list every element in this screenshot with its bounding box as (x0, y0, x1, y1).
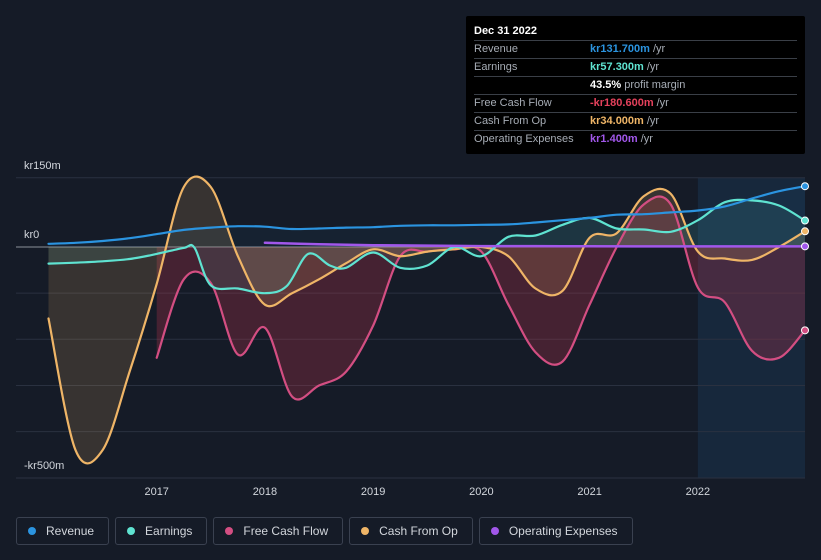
operating-expenses-end-marker (801, 242, 809, 251)
x-tick-label: 2021 (577, 486, 601, 498)
tooltip-row-label: Free Cash Flow (474, 97, 552, 109)
x-tick-label: 2017 (144, 486, 168, 498)
cash-from-op-area (48, 176, 805, 464)
free-cash-flow-line (155, 195, 807, 401)
y-tick-label: kr150m (24, 160, 61, 172)
tooltip-row: Free Cash Flow -kr180.600m/yr (474, 94, 797, 112)
tooltip-row-label (474, 77, 590, 94)
tooltip-row-value: kr1.400m (590, 133, 638, 145)
legend-item-operating-expenses[interactable]: Operating Expenses (478, 517, 633, 545)
series-lines (47, 175, 807, 465)
legend-dot-icon (361, 527, 370, 535)
tooltip-row-unit: /yr (656, 97, 669, 109)
tooltip-row: Earnings kr57.300m/yr (474, 58, 797, 76)
tooltip-row-value: 43.5% (590, 79, 622, 91)
cash-from-op-end-marker (801, 227, 809, 236)
legend-label: Earnings (145, 524, 193, 538)
operating-expenses-line (263, 241, 807, 248)
tooltip-rows: Revenue kr131.700m/yr Earnings kr57.300m/yr… (474, 40, 797, 148)
tooltip-row: Operating Expenses kr1.400m/yr (474, 130, 797, 148)
legend-label: Cash From Op (379, 524, 458, 538)
legend-dot-icon (28, 527, 36, 535)
legend-item-revenue[interactable]: Revenue (16, 517, 110, 545)
series-areas (48, 176, 805, 464)
legend-label: Revenue (46, 524, 95, 538)
tooltip-row-label: Revenue (474, 43, 519, 55)
free-cash-flow-end-marker (801, 326, 809, 335)
tooltip-row-value: kr34.000m (590, 115, 644, 127)
free-cash-flow-area (156, 196, 805, 400)
x-tick-label: 2022 (686, 486, 710, 498)
legend-item-earnings[interactable]: Earnings (115, 517, 208, 545)
tooltip-row-unit: /yr (646, 115, 660, 127)
earnings-line (47, 198, 807, 295)
tooltip-row-value: kr131.700m (590, 43, 650, 55)
chart-legend: Revenue Earnings Free Cash Flow Cash From O… (16, 517, 633, 545)
revenue-end-marker (801, 182, 809, 191)
tooltip-row-value: kr57.300m (590, 61, 644, 73)
revenue-line (47, 185, 807, 245)
tooltip-row-label: Cash From Op (474, 115, 547, 127)
legend-label: Operating Expenses (508, 524, 618, 538)
tooltip-row-unit: /yr (646, 61, 660, 73)
x-axis-ticks: 2017 2018 2019 2020 2021 2022 (144, 486, 710, 498)
tooltip-row: Revenue kr131.700m/yr (474, 40, 797, 58)
earnings-area (48, 199, 805, 294)
tooltip-row-unit: profit margin (624, 79, 686, 91)
cash-from-op-line (47, 175, 807, 465)
legend-item-free-cash-flow[interactable]: Free Cash Flow (213, 517, 344, 545)
series-end-markers (801, 182, 809, 335)
y-tick-label: -kr500m (24, 460, 64, 472)
tooltip-row-label: Operating Expenses (474, 133, 574, 145)
tooltip-row: 43.5% profit margin (474, 76, 797, 94)
legend-dot-icon (225, 527, 234, 535)
earnings-end-marker (801, 216, 809, 225)
y-tick-label: kr0 (24, 229, 39, 241)
x-tick-label: 2019 (361, 486, 385, 498)
data-tooltip: Dec 31 2022 Revenue kr131.700m/yr Earnings… (466, 16, 805, 154)
y-axis-ticks: kr150m kr0 -kr500m (24, 160, 64, 472)
tooltip-row-unit: /yr (640, 133, 653, 145)
tooltip-row-unit: /yr (652, 43, 666, 55)
tooltip-row-value: -kr180.600m (590, 97, 654, 109)
x-tick-label: 2018 (253, 486, 277, 498)
tooltip-date: Dec 31 2022 (474, 25, 537, 37)
tooltip-row-label: Earnings (474, 61, 518, 73)
legend-item-cash-from-op[interactable]: Cash From Op (349, 517, 473, 545)
revenue-area (48, 186, 805, 247)
forecast-band (697, 178, 805, 478)
legend-label: Free Cash Flow (243, 524, 329, 538)
legend-dot-icon (127, 527, 136, 535)
legend-dot-icon (490, 527, 499, 535)
tooltip-row: Cash From Op kr34.000m/yr (474, 112, 797, 130)
x-tick-label: 2020 (469, 486, 493, 498)
